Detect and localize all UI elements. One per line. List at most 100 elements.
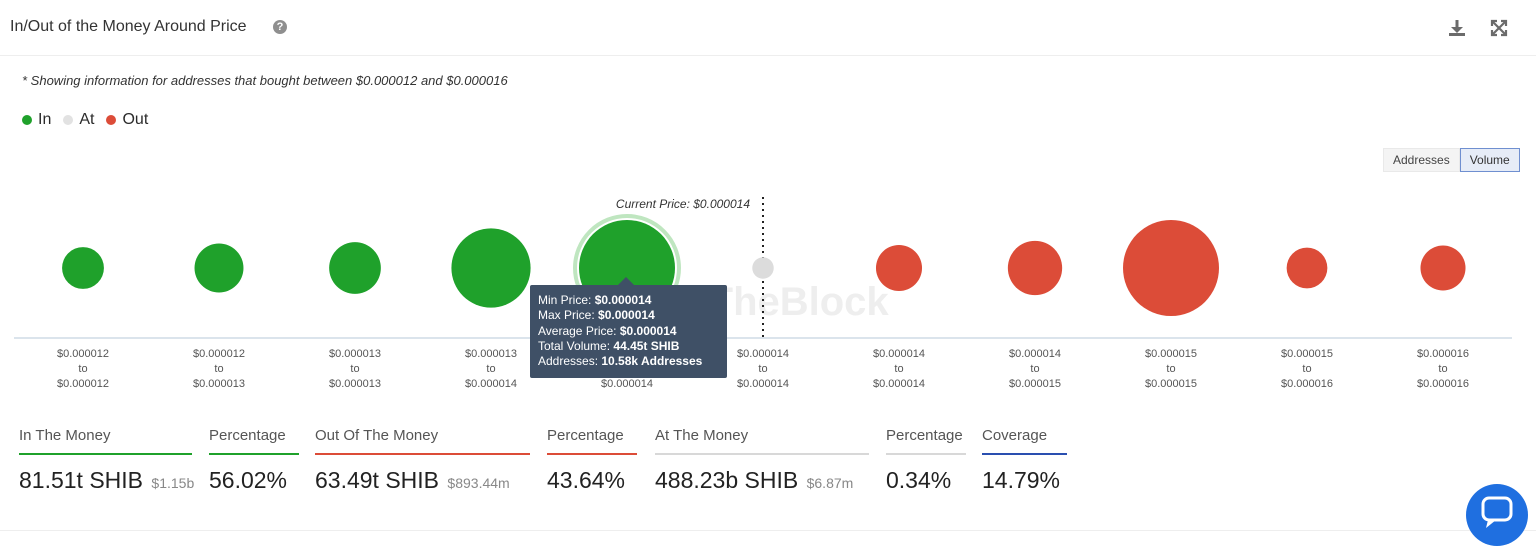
stat-in-the-money: In The Money 81.51t SHIB $1.15b	[19, 425, 195, 494]
help-icon[interactable]: ?	[273, 20, 287, 34]
stat-underline	[982, 453, 1067, 455]
stat-at-percentage: Percentage 0.34%	[886, 425, 966, 494]
x-tick-label: $0.000012	[57, 378, 109, 390]
chart-legend: In At Out	[22, 111, 148, 129]
stat-at-the-money: At The Money 488.23b SHIB $6.87m	[655, 425, 869, 494]
bubble-out[interactable]	[1123, 220, 1219, 316]
stat-underline	[886, 453, 966, 455]
legend-dot-in	[22, 115, 32, 125]
x-tick-separator: to	[758, 363, 767, 375]
stat-usd: $1.15b	[151, 475, 195, 491]
x-tick-label: $0.000013	[329, 378, 381, 390]
stat-value: 14.79%	[982, 467, 1061, 493]
x-tick-separator: to	[1166, 363, 1175, 375]
volume-button[interactable]: Volume	[1459, 148, 1520, 172]
x-tick-label: $0.000016	[1417, 378, 1469, 390]
download-icon[interactable]	[1447, 18, 1467, 38]
bubble-out[interactable]	[1007, 240, 1063, 296]
tooltip-avg-price: Average Price: $0.000014	[538, 323, 677, 338]
x-tick-label: $0.000013	[193, 378, 245, 390]
legend-item-at[interactable]: At	[63, 111, 94, 129]
x-tick-label: $0.000016	[1417, 348, 1469, 360]
view-toggle: Addresses Volume	[1383, 148, 1520, 172]
stat-value: 63.49t SHIB $893.44m	[315, 467, 510, 493]
stat-label: Out Of The Money	[315, 427, 439, 444]
stat-label: Percentage	[547, 427, 624, 444]
widget-title: In/Out of the Money Around Price	[10, 18, 247, 35]
x-tick-label: $0.000014	[1009, 348, 1061, 360]
stat-in-percentage: Percentage 56.02%	[209, 425, 299, 494]
bubble-out[interactable]	[1420, 245, 1466, 291]
stat-value: 488.23b SHIB $6.87m	[655, 467, 854, 493]
bubble-out[interactable]	[1286, 247, 1328, 289]
stat-value: 43.64%	[547, 467, 626, 493]
stat-usd: $6.87m	[806, 475, 854, 491]
stat-value: 56.02%	[209, 467, 288, 493]
footer-divider	[0, 530, 1536, 531]
x-tick-label: $0.000016	[1281, 378, 1333, 390]
bubble-in[interactable]	[451, 228, 531, 308]
widget-header: In/Out of the Money Around Price ?	[0, 0, 1536, 56]
x-tick-label: $0.000014	[601, 378, 653, 390]
x-tick-label: $0.000014	[873, 378, 925, 390]
legend-item-out[interactable]: Out	[106, 111, 148, 129]
legend-label-in: In	[38, 111, 52, 128]
stat-underline	[315, 453, 530, 455]
bubble-at[interactable]	[752, 257, 774, 279]
legend-label-out: Out	[122, 111, 149, 128]
stat-underline	[547, 453, 637, 455]
legend-dot-out	[106, 115, 117, 125]
x-tick-label: $0.000015	[1145, 348, 1197, 360]
bubble-out[interactable]	[875, 244, 923, 292]
x-tick-label: $0.000015	[1145, 378, 1197, 390]
stat-value: 81.51t SHIB $1.15b	[19, 467, 195, 493]
x-tick-separator: to	[78, 363, 87, 375]
tooltip-min-price: Min Price: $0.000014	[538, 293, 652, 307]
x-tick-label: $0.000012	[57, 348, 109, 360]
stat-coverage: Coverage 14.79%	[982, 425, 1067, 494]
x-tick-separator: to	[1030, 363, 1039, 375]
stat-label: At The Money	[655, 427, 749, 444]
x-tick-label: $0.000014	[737, 378, 789, 390]
bubble-in[interactable]	[194, 243, 244, 293]
tooltip-addresses: Addresses: 10.58k Addresses	[538, 354, 703, 369]
legend-item-in[interactable]: In	[22, 111, 51, 129]
x-tick-separator: to	[1438, 363, 1447, 375]
x-tick-separator: to	[350, 363, 359, 375]
stat-usd: $893.44m	[447, 475, 510, 491]
expand-icon[interactable]	[1489, 18, 1509, 38]
stat-label: Coverage	[982, 427, 1048, 444]
x-tick-label: $0.000013	[465, 348, 517, 360]
bubble-tooltip: Min Price: $0.000014 Max Price: $0.00001…	[530, 277, 727, 378]
current-price-label: Current Price: $0.000014	[616, 197, 750, 211]
stat-value: 0.34%	[886, 467, 952, 493]
x-tick-separator: to	[486, 363, 495, 375]
bubble-in[interactable]	[329, 242, 381, 294]
chat-button[interactable]	[1466, 484, 1528, 546]
stat-out-percentage: Percentage 43.64%	[547, 425, 637, 494]
x-axis-labels: $0.000012 to $0.000012 $0.000012 to $0.000013…	[57, 348, 1469, 390]
stat-label: In The Money	[19, 427, 111, 444]
tooltip-max-price: Max Price: $0.000014	[538, 308, 655, 323]
bubble-in[interactable]	[62, 247, 104, 289]
summary-stats: In The Money 81.51t SHIB $1.15b Percenta…	[0, 425, 1536, 495]
chat-bubble-icon	[1481, 496, 1513, 528]
stat-underline	[19, 453, 192, 455]
x-tick-label: $0.000014	[465, 378, 517, 390]
stat-underline	[209, 453, 299, 455]
bubble-chart: IntoTheBlock Current Price: $0.000014 $0…	[14, 197, 1512, 390]
addresses-button[interactable]: Addresses	[1383, 148, 1460, 172]
stat-label: Percentage	[209, 427, 286, 444]
x-tick-label: $0.000015	[1281, 348, 1333, 360]
x-tick-label: $0.000012	[193, 348, 245, 360]
stat-label: Percentage	[886, 427, 963, 444]
legend-label-at: At	[79, 111, 95, 128]
range-note: * Showing information for addresses that…	[22, 73, 508, 88]
legend-dot-at	[63, 115, 74, 125]
stat-out-of-the-money: Out Of The Money 63.49t SHIB $893.44m	[315, 425, 530, 494]
x-tick-label: $0.000014	[737, 348, 789, 360]
stat-underline	[655, 453, 869, 455]
x-tick-label: $0.000015	[1009, 378, 1061, 390]
x-tick-label: $0.000013	[329, 348, 381, 360]
x-tick-separator: to	[1302, 363, 1311, 375]
